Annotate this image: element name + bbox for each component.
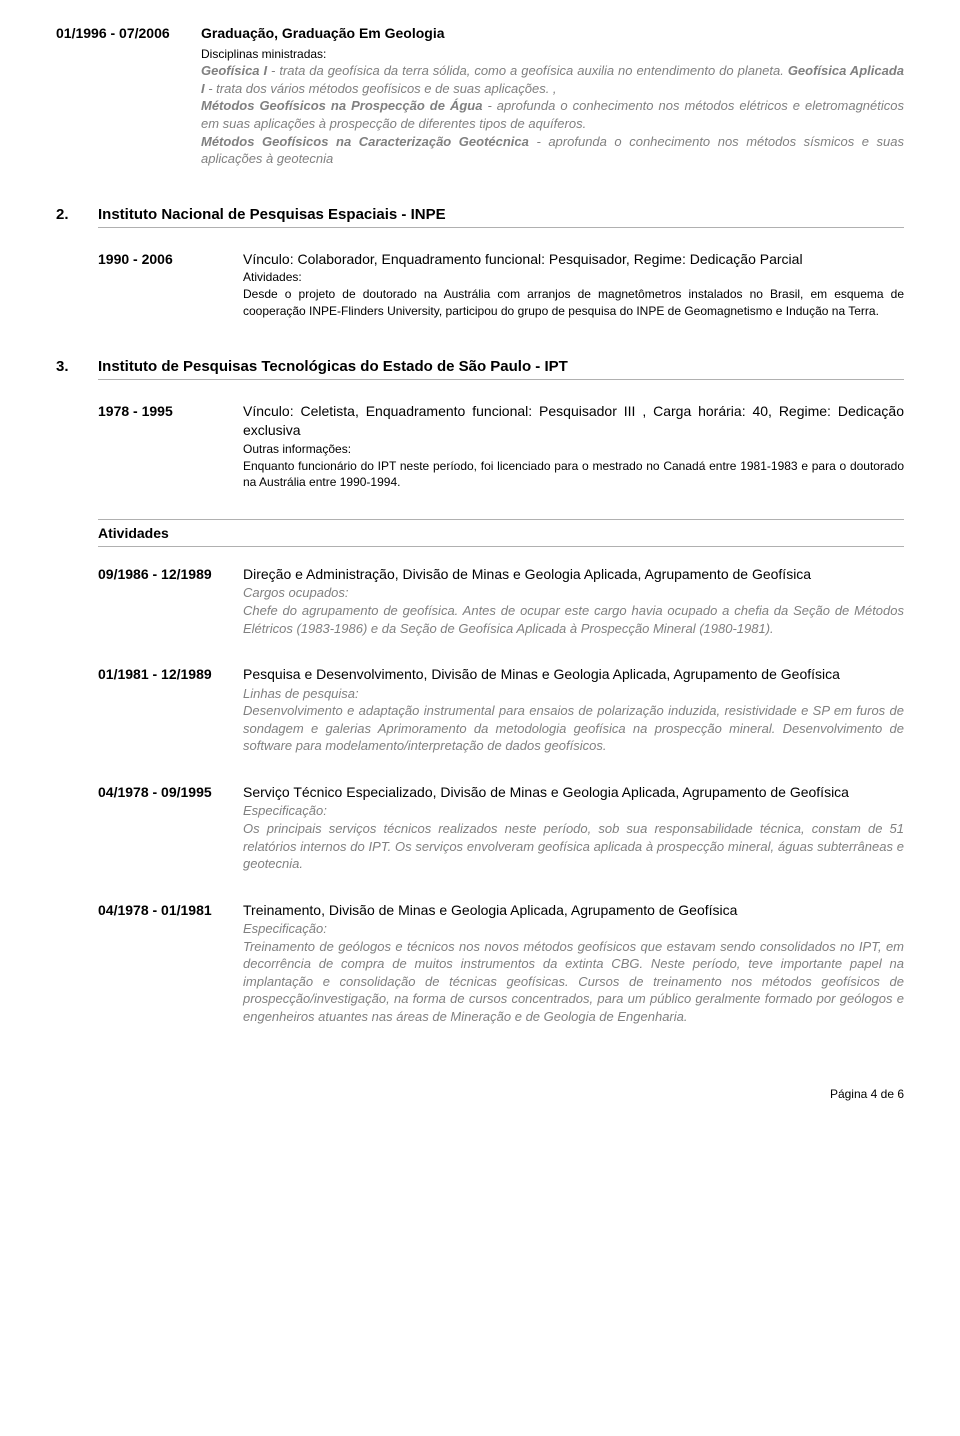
activity-title: Pesquisa e Desenvolvimento, Divisão de M…: [243, 665, 904, 685]
page-footer: Página 4 de 6: [56, 1086, 904, 1103]
education-entry: 01/1996 - 07/2006 Graduação, Graduação E…: [56, 24, 904, 168]
divider: [98, 519, 904, 520]
activity-description: Treinamento de geólogos e técnicos nos n…: [243, 938, 904, 1026]
disciplines-label: Disciplinas ministradas:: [201, 46, 904, 63]
section-header-inpe: 2. Instituto Nacional de Pesquisas Espac…: [56, 204, 904, 225]
section-header-ipt: 3. Instituto de Pesquisas Tecnológicas d…: [56, 356, 904, 377]
activities-label: Atividades:: [243, 269, 904, 286]
other-info-description: Enquanto funcionário do IPT neste períod…: [243, 458, 904, 492]
date-range: 1990 - 2006: [98, 250, 243, 320]
entry-content: Vínculo: Celetista, Enquadramento funcio…: [243, 402, 904, 492]
discipline-text: - trata da geofísica da terra sólida, co…: [267, 63, 788, 78]
discipline-text: - trata dos vários métodos geofísicos e …: [205, 81, 557, 96]
divider: [98, 546, 904, 547]
position-entry: 1978 - 1995 Vínculo: Celetista, Enquadra…: [98, 402, 904, 492]
date-range: 04/1978 - 09/1995: [98, 783, 243, 873]
discipline-name: Métodos Geofísicos na Prospecção de Água: [201, 98, 482, 113]
entry-content: Vínculo: Colaborador, Enquadramento func…: [243, 250, 904, 320]
activity-description: Chefe do agrupamento de geofísica. Antes…: [243, 602, 904, 637]
activity-title: Treinamento, Divisão de Minas e Geologia…: [243, 901, 904, 921]
activity-sublabel: Cargos ocupados:: [243, 584, 904, 602]
entry-content: Graduação, Graduação Em Geologia Discipl…: [201, 24, 904, 168]
date-range: 01/1996 - 07/2006: [56, 24, 201, 168]
entry-title: Graduação, Graduação Em Geologia: [201, 24, 904, 44]
activities-heading: Atividades: [98, 524, 904, 544]
divider: [98, 227, 904, 228]
position-line: Vínculo: Celetista, Enquadramento funcio…: [243, 402, 904, 441]
position-entry: 1990 - 2006 Vínculo: Colaborador, Enquad…: [98, 250, 904, 320]
other-info-label: Outras informações:: [243, 441, 904, 458]
section-number: 3.: [56, 356, 98, 377]
entry-content: Treinamento, Divisão de Minas e Geologia…: [243, 901, 904, 1026]
section-number: 2.: [56, 204, 98, 225]
date-range: 1978 - 1995: [98, 402, 243, 492]
entry-content: Direção e Administração, Divisão de Mina…: [243, 565, 904, 637]
discipline-name: Métodos Geofísicos na Caracterização Geo…: [201, 134, 529, 149]
entry-content: Pesquisa e Desenvolvimento, Divisão de M…: [243, 665, 904, 755]
date-range: 09/1986 - 12/1989: [98, 565, 243, 637]
disciplines-description: Geofísica I - trata da geofísica da terr…: [201, 62, 904, 167]
activity-sublabel: Especificação:: [243, 802, 904, 820]
activity-description: Os principais serviços técnicos realizad…: [243, 820, 904, 873]
activity-sublabel: Linhas de pesquisa:: [243, 685, 904, 703]
position-line: Vínculo: Colaborador, Enquadramento func…: [243, 250, 904, 270]
activity-title: Direção e Administração, Divisão de Mina…: [243, 565, 904, 585]
activity-entry: 04/1978 - 09/1995 Serviço Técnico Especi…: [98, 783, 904, 873]
discipline-name: Geofísica I: [201, 63, 267, 78]
activity-entry: 01/1981 - 12/1989 Pesquisa e Desenvolvim…: [98, 665, 904, 755]
entry-content: Serviço Técnico Especializado, Divisão d…: [243, 783, 904, 873]
activity-entry: 04/1978 - 01/1981 Treinamento, Divisão d…: [98, 901, 904, 1026]
activity-title: Serviço Técnico Especializado, Divisão d…: [243, 783, 904, 803]
date-range: 01/1981 - 12/1989: [98, 665, 243, 755]
date-range: 04/1978 - 01/1981: [98, 901, 243, 1026]
activity-description: Desenvolvimento e adaptação instrumental…: [243, 702, 904, 755]
section-title: Instituto Nacional de Pesquisas Espaciai…: [98, 204, 904, 225]
activities-description: Desde o projeto de doutorado na Austráli…: [243, 286, 904, 320]
divider: [98, 379, 904, 380]
activity-sublabel: Especificação:: [243, 920, 904, 938]
activity-entry: 09/1986 - 12/1989 Direção e Administraçã…: [98, 565, 904, 637]
section-title: Instituto de Pesquisas Tecnológicas do E…: [98, 356, 904, 377]
